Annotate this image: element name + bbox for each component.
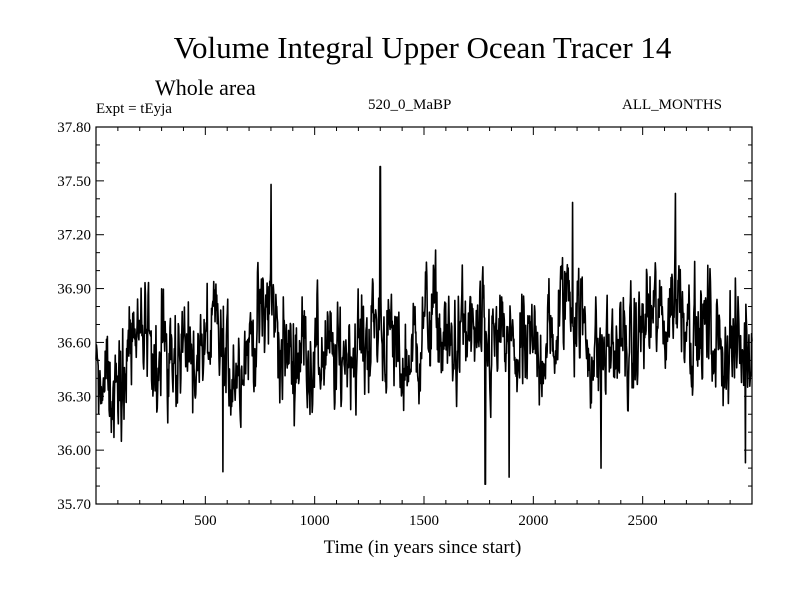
y-tick-label: 35.70	[57, 497, 91, 513]
y-tick-label: 37.20	[57, 228, 91, 244]
y-tick-label: 36.90	[57, 282, 91, 298]
y-tick-label: 37.80	[57, 120, 91, 136]
series-group	[95, 165, 753, 486]
y-tick-label: 36.00	[57, 443, 91, 459]
y-tick-label: 37.50	[57, 174, 91, 190]
series-line	[95, 165, 753, 486]
chart-subtitle: Whole area	[155, 75, 256, 100]
ticks-group: 500 1000 1500 2000 2500 35.70 36.00 36.30 36.60 3…	[57, 120, 752, 529]
x-tick-label: 1500	[409, 513, 439, 529]
x-tick-label: 1000	[300, 513, 330, 529]
x-axis-label: Time (in years since start)	[323, 537, 522, 558]
y-tick-label: 36.30	[57, 389, 91, 405]
y-tick-label: 36.60	[57, 335, 91, 351]
months-label: ALL_MONTHS	[622, 97, 722, 113]
chart-title: Volume Integral Upper Ocean Tracer 14	[173, 30, 672, 65]
x-tick-label: 2000	[518, 513, 548, 529]
experiment-label: Expt = tEyja	[96, 101, 172, 117]
run-label: 520_0_MaBP	[368, 97, 452, 113]
x-tick-label: 500	[194, 513, 217, 529]
x-tick-label: 2500	[628, 513, 658, 529]
